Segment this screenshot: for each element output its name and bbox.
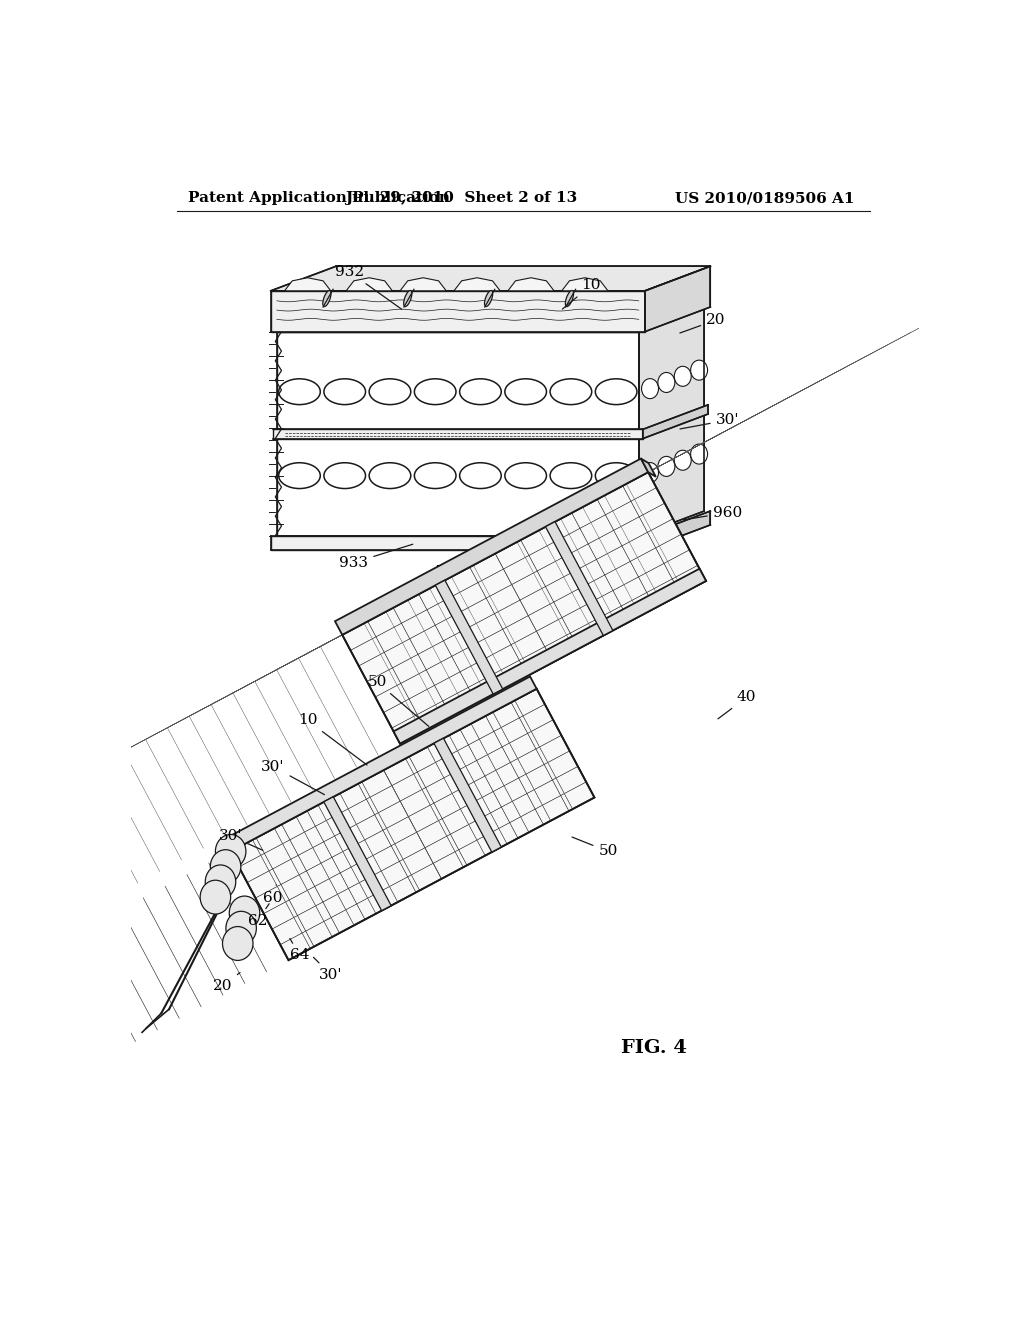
Text: US 2010/0189506 A1: US 2010/0189506 A1 — [675, 191, 854, 206]
Ellipse shape — [403, 290, 412, 306]
Polygon shape — [454, 277, 500, 290]
Ellipse shape — [565, 290, 573, 306]
Polygon shape — [324, 797, 391, 911]
Ellipse shape — [657, 372, 675, 392]
Text: 62: 62 — [248, 904, 269, 928]
Text: 50: 50 — [368, 675, 429, 726]
Text: FIG. 3: FIG. 3 — [436, 565, 503, 583]
Polygon shape — [230, 689, 595, 960]
Ellipse shape — [642, 379, 658, 399]
Text: 10: 10 — [298, 714, 367, 766]
Ellipse shape — [415, 379, 456, 405]
Text: 20: 20 — [213, 973, 240, 993]
Ellipse shape — [595, 463, 637, 488]
Ellipse shape — [460, 379, 501, 405]
Ellipse shape — [505, 463, 547, 488]
Ellipse shape — [324, 379, 366, 405]
Polygon shape — [270, 267, 711, 290]
Ellipse shape — [222, 927, 253, 961]
Text: 960: 960 — [684, 506, 742, 520]
Polygon shape — [270, 536, 645, 549]
Polygon shape — [276, 331, 639, 536]
Ellipse shape — [226, 911, 256, 945]
Text: Jul. 29, 2010  Sheet 2 of 13: Jul. 29, 2010 Sheet 2 of 13 — [345, 191, 578, 206]
Ellipse shape — [229, 896, 260, 929]
Ellipse shape — [505, 379, 547, 405]
Ellipse shape — [369, 463, 411, 488]
Polygon shape — [435, 581, 503, 694]
Polygon shape — [434, 738, 502, 853]
Ellipse shape — [460, 463, 501, 488]
Ellipse shape — [415, 463, 456, 488]
Text: 64: 64 — [290, 939, 309, 962]
Polygon shape — [393, 569, 706, 743]
Text: 30': 30' — [680, 413, 739, 429]
Text: 30': 30' — [313, 957, 342, 982]
Polygon shape — [273, 429, 643, 438]
Ellipse shape — [595, 379, 637, 405]
Polygon shape — [645, 267, 711, 331]
Polygon shape — [546, 521, 612, 635]
Polygon shape — [400, 277, 446, 290]
Ellipse shape — [550, 379, 592, 405]
Polygon shape — [562, 277, 608, 290]
Text: 932: 932 — [336, 265, 401, 309]
Text: 30': 30' — [261, 760, 325, 795]
Polygon shape — [645, 511, 711, 549]
Text: FIG. 4: FIG. 4 — [622, 1039, 687, 1057]
Ellipse shape — [674, 367, 691, 387]
Polygon shape — [641, 458, 655, 477]
Ellipse shape — [642, 462, 658, 483]
Polygon shape — [342, 473, 706, 743]
Polygon shape — [643, 405, 708, 438]
Ellipse shape — [279, 463, 321, 488]
Ellipse shape — [690, 360, 708, 380]
Text: 933: 933 — [339, 544, 413, 570]
Text: 50: 50 — [572, 837, 617, 858]
Ellipse shape — [323, 290, 331, 306]
Text: 10: 10 — [562, 279, 601, 309]
Text: 40: 40 — [718, 690, 757, 719]
Polygon shape — [335, 458, 648, 635]
Text: Patent Application Publication: Patent Application Publication — [188, 191, 451, 206]
Ellipse shape — [215, 834, 246, 869]
Ellipse shape — [205, 865, 236, 899]
Ellipse shape — [210, 850, 241, 883]
Polygon shape — [639, 308, 705, 536]
Polygon shape — [508, 277, 554, 290]
Ellipse shape — [550, 463, 592, 488]
Polygon shape — [270, 290, 645, 331]
Ellipse shape — [200, 880, 230, 913]
Polygon shape — [346, 277, 392, 290]
Ellipse shape — [674, 450, 691, 470]
Text: 30': 30' — [219, 829, 263, 850]
Polygon shape — [224, 676, 537, 851]
Ellipse shape — [657, 457, 675, 477]
Ellipse shape — [690, 444, 708, 465]
Text: 60: 60 — [263, 884, 283, 904]
Text: 20: 20 — [680, 313, 726, 333]
Ellipse shape — [324, 463, 366, 488]
Ellipse shape — [279, 379, 321, 405]
Ellipse shape — [369, 379, 411, 405]
Ellipse shape — [484, 290, 493, 306]
Polygon shape — [285, 277, 331, 290]
